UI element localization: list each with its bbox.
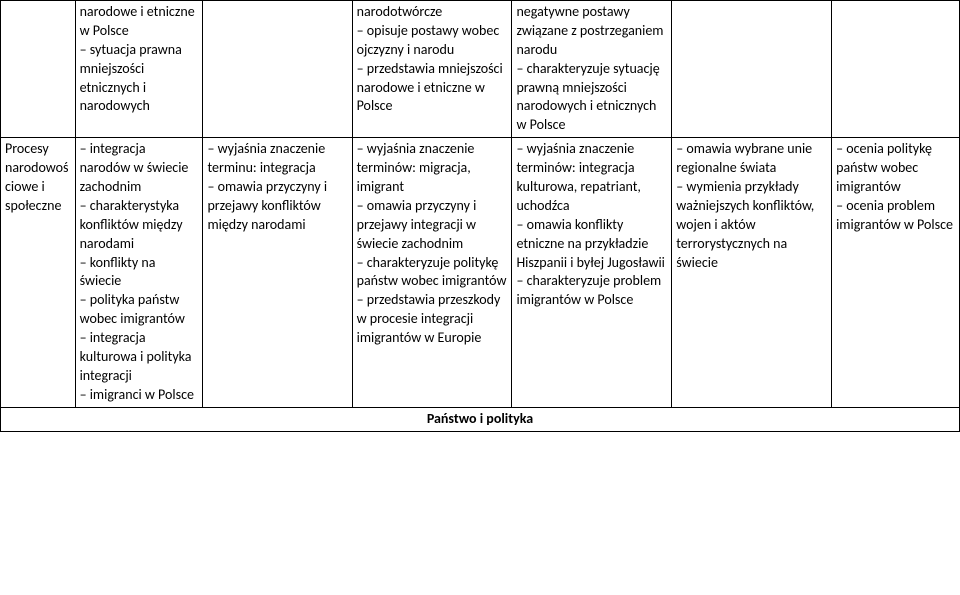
table-cell: – wyjaśnia znaczenie terminów: integracj…: [512, 138, 672, 407]
table-row: narodowe i etniczne w Polsce– sytuacja p…: [1, 1, 960, 138]
table-cell: [203, 1, 352, 138]
table-row: Procesy narodowościowe i społeczne– inte…: [1, 138, 960, 407]
table-row: Państwo i polityka: [1, 407, 960, 431]
table-cell: – wyjaśnia znaczenie terminu: integracja…: [203, 138, 352, 407]
table-cell: – omawia wybrane unie regionalne świata–…: [672, 138, 832, 407]
table-cell: negatywne postawy związane z postrzegani…: [512, 1, 672, 138]
table-cell: – wyjaśnia znaczenie terminów: migracja,…: [352, 138, 512, 407]
table-cell: – integracja narodów w świecie zachodnim…: [75, 138, 203, 407]
table-cell: – ocenia politykę państw wobec imigrantó…: [832, 138, 960, 407]
table-cell: narodotwórcze– opisuje postawy wobec ojc…: [352, 1, 512, 138]
doc-table: narodowe i etniczne w Polsce– sytuacja p…: [0, 0, 960, 432]
table-cell: [672, 1, 832, 138]
table-cell: [832, 1, 960, 138]
section-header: Państwo i polityka: [1, 407, 960, 431]
table-cell: [1, 1, 76, 138]
table-cell: Procesy narodowościowe i społeczne: [1, 138, 76, 407]
table-cell: narodowe i etniczne w Polsce– sytuacja p…: [75, 1, 203, 138]
table-body: narodowe i etniczne w Polsce– sytuacja p…: [1, 1, 960, 432]
